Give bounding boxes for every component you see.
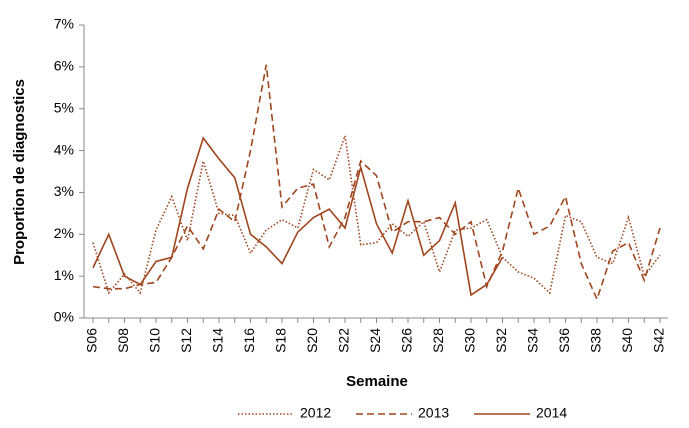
y-tick-label: 7% — [54, 16, 74, 32]
x-tick-label: S26 — [399, 328, 415, 353]
legend-label: 2012 — [300, 405, 331, 421]
y-tick-label: 5% — [54, 99, 74, 115]
x-tick-label: S36 — [556, 328, 572, 353]
series-line — [92, 136, 504, 297]
x-tick-label: S28 — [430, 328, 446, 353]
series-line — [92, 135, 661, 295]
y-tick-label: 4% — [54, 141, 74, 157]
legend-label: 2013 — [418, 405, 449, 421]
x-tick-label: S10 — [147, 328, 163, 353]
x-axis-title: Semaine — [346, 373, 408, 390]
x-tick-label: S16 — [241, 328, 257, 353]
y-tick-label: 6% — [54, 58, 74, 74]
x-tick-label: S22 — [336, 328, 352, 353]
legend-label: 2014 — [536, 405, 567, 421]
y-tick-label: 3% — [54, 183, 74, 199]
x-tick-label: S18 — [273, 328, 289, 353]
x-tick-label: S42 — [651, 328, 667, 353]
y-tick-label: 2% — [54, 225, 74, 241]
x-tick-label: S12 — [178, 328, 194, 353]
x-tick-label: S14 — [210, 328, 226, 353]
x-tick-label: S34 — [525, 328, 541, 353]
x-tick-label: S30 — [462, 328, 478, 353]
x-tick-label: S40 — [619, 328, 635, 353]
y-tick-label: 1% — [54, 267, 74, 283]
x-tick-label: S08 — [115, 328, 131, 353]
x-tick-label: S06 — [84, 328, 100, 353]
x-tick-label: S38 — [588, 328, 604, 353]
x-tick-label: S24 — [367, 328, 383, 353]
series-line — [92, 64, 661, 302]
y-axis-title: Proportion de diagnostics — [11, 79, 28, 265]
x-tick-label: S20 — [304, 328, 320, 353]
y-tick-label: 0% — [54, 309, 74, 325]
x-tick-label: S32 — [493, 328, 509, 353]
